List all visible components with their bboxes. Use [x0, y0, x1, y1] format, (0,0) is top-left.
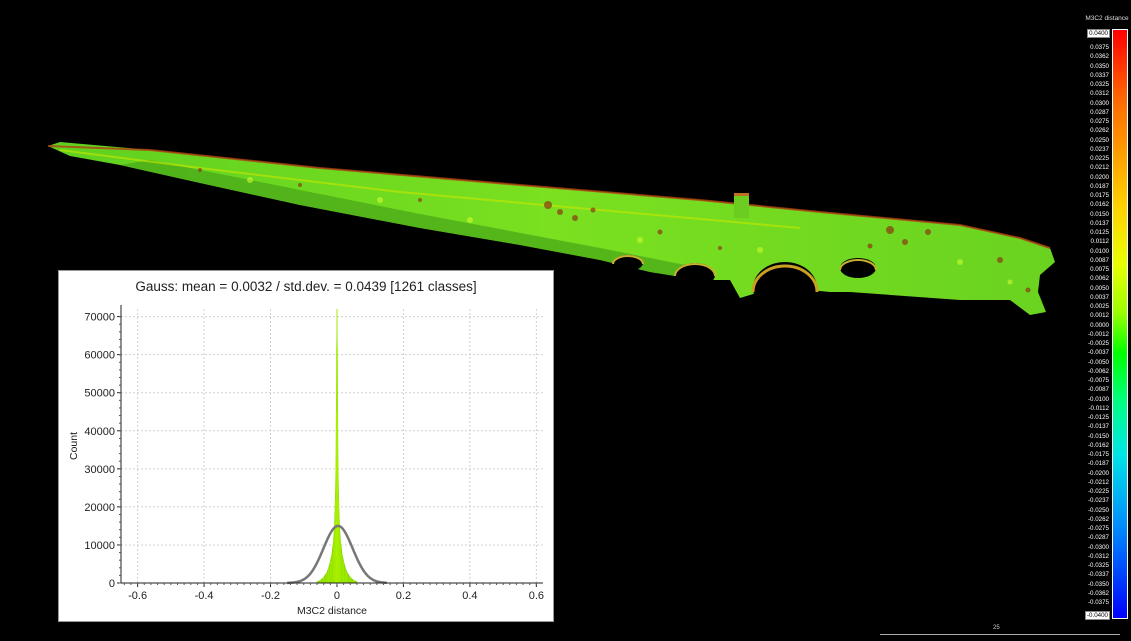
color-scale-tick-label: -0.0162 [1087, 441, 1110, 449]
color-scale-tick-label: 0.0200 [1089, 173, 1110, 181]
color-scale-tick-label: 0.0087 [1089, 256, 1110, 264]
color-scale-tick-label: -0.0225 [1087, 488, 1110, 495]
color-scale-tick-label: -0.0187 [1087, 460, 1110, 468]
color-scale-tick-label: 0.0175 [1089, 192, 1110, 199]
color-scale-tick-label: -0.0012 [1087, 330, 1110, 338]
color-scale-tick-label: -0.0100 [1087, 395, 1110, 403]
color-scale-tick-label: -0.0112 [1087, 404, 1110, 412]
color-scale-tick-label: -0.0237 [1087, 497, 1110, 505]
color-scale-tick-label: 0.0137 [1089, 219, 1110, 227]
color-scale-tick-label: 0.0100 [1089, 247, 1110, 255]
color-scale-tick-label: 0.0300 [1089, 99, 1110, 107]
color-scale-tick-label: -0.0175 [1087, 451, 1110, 458]
color-scale-tick-label: 0.0287 [1089, 108, 1110, 116]
x-tick-label: 0.2 [396, 590, 411, 602]
color-scale-tick-label: -0.0050 [1087, 358, 1110, 366]
color-scale-tick-label: -0.0275 [1087, 525, 1110, 532]
color-scale-tick-label: -0.0362 [1087, 589, 1110, 597]
x-tick-label: -0.4 [195, 590, 214, 602]
gauss-fit-curve [287, 524, 387, 585]
color-scale-tick-label: 0.0262 [1089, 127, 1110, 135]
color-scale-tick-label: 0.0150 [1089, 210, 1110, 218]
color-scale-tick-label: -0.0375 [1087, 599, 1110, 606]
scale-bar: 25 [880, 625, 1120, 640]
color-scale-max-label: 0.0400 [1087, 29, 1110, 38]
color-scale-tick-label: 0.0312 [1089, 90, 1110, 98]
color-scale-title: M3C2 distance [1085, 15, 1129, 22]
x-tick-label: -0.6 [128, 590, 147, 602]
scale-bar-line [880, 634, 1120, 635]
color-scale-tick-label: 0.0112 [1089, 238, 1110, 246]
y-tick-label: 50000 [84, 388, 115, 400]
x-axis-title: M3C2 distance [297, 605, 367, 617]
color-scale-tick-label: -0.0075 [1087, 377, 1110, 384]
color-scale-bar [1112, 29, 1128, 619]
histogram-panel[interactable]: Gauss: mean = 0.0032 / std.dev. = 0.0439… [58, 270, 554, 622]
color-scale-tick-label: 0.0050 [1089, 284, 1110, 292]
scale-bar-label: 25 [993, 625, 1000, 631]
color-scale-tick-label: 0.0325 [1089, 81, 1110, 88]
color-scale-tick-label: -0.0300 [1087, 543, 1110, 551]
color-scale-labels: 0.0400 -0.0400 0.0375 0.0362 0.0350 0.0337 0… [1068, 29, 1110, 620]
x-tick-label: -0.2 [261, 590, 280, 602]
color-scale-tick-label: 0.0375 [1089, 44, 1110, 51]
color-scale-tick-label: -0.0062 [1087, 367, 1110, 375]
color-scale-tick-label: 0.0187 [1089, 182, 1110, 190]
color-scale-tick-label: -0.0137 [1087, 423, 1110, 431]
y-tick-label: 20000 [84, 502, 115, 514]
color-scale-tick-label: -0.0212 [1087, 478, 1110, 486]
y-tick-label: 60000 [84, 350, 115, 362]
color-scale-tick-label: 0.0337 [1089, 71, 1110, 79]
color-scale-tick-label: 0.0250 [1089, 136, 1110, 144]
color-scale-tick-label: -0.0312 [1087, 552, 1110, 560]
color-scale-tick-label: 0.0012 [1089, 312, 1110, 320]
histogram-chart: 0 10000 20000 30000 40000 50000 60000 70000 -0.6… [68, 305, 544, 617]
histogram-title: Gauss: mean = 0.0032 / std.dev. = 0.0439… [135, 279, 477, 294]
color-scale-tick-label: 0.0162 [1089, 201, 1110, 209]
y-tick-label: 10000 [84, 540, 115, 552]
color-scale-tick-label: -0.0250 [1087, 506, 1110, 514]
y-tick-label: 40000 [84, 426, 115, 438]
y-tick-label: 0 [109, 578, 115, 590]
color-scale-tick-label: 0.0362 [1089, 53, 1110, 61]
y-tick-label: 30000 [84, 464, 115, 476]
color-scale-tick-label: -0.0337 [1087, 571, 1110, 579]
color-scale-tick-label: 0.0125 [1089, 229, 1110, 236]
color-scale-tick-label: -0.0200 [1087, 469, 1110, 477]
color-scale-tick-label: -0.0350 [1087, 580, 1110, 588]
x-tick-label: 0.6 [529, 590, 544, 602]
color-scale-tick-label: 0.0062 [1089, 275, 1110, 283]
color-scale-tick-label: 0.0037 [1089, 293, 1110, 301]
color-scale-tick-label: -0.0087 [1087, 386, 1110, 394]
color-scale-tick-label: 0.0225 [1089, 155, 1110, 162]
y-axis-title: Count [68, 432, 80, 460]
color-scale-tick-label: -0.0325 [1087, 562, 1110, 569]
color-scale-min-label: -0.0400 [1085, 611, 1110, 620]
color-scale-tick-label: 0.0075 [1089, 266, 1110, 273]
x-tick-label: 0 [334, 590, 340, 602]
color-scale-tick-label: 0.0000 [1089, 321, 1110, 329]
y-tick-label: 70000 [84, 312, 115, 324]
color-scale-tick-label: 0.0350 [1089, 62, 1110, 70]
x-tick-label: 0.4 [462, 590, 477, 602]
color-scale-tick-label: -0.0125 [1087, 414, 1110, 421]
color-scale-tick-label: -0.0262 [1087, 515, 1110, 523]
color-scale-tick-label: -0.0037 [1087, 349, 1110, 357]
color-scale-tick-label: 0.0237 [1089, 145, 1110, 153]
color-scale-tick-label: 0.0212 [1089, 164, 1110, 172]
color-scale-tick-label: 0.0025 [1089, 303, 1110, 310]
color-scale-tick-label: -0.0150 [1087, 432, 1110, 440]
color-scale-tick-label: -0.0025 [1087, 340, 1110, 347]
color-scale-tick-label: -0.0287 [1087, 534, 1110, 542]
color-scale-tick-label: 0.0275 [1089, 118, 1110, 125]
